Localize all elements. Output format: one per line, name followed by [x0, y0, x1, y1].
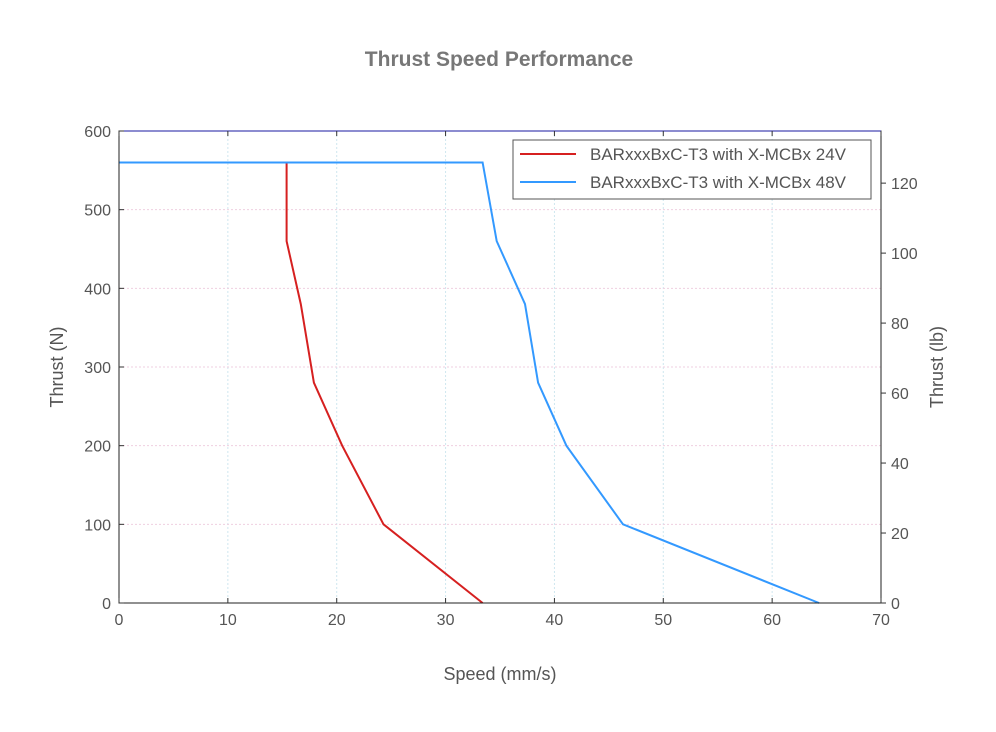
y2-tick-label: 20	[891, 526, 909, 543]
legend: BARxxxBxC-T3 with X-MCBx 24V BARxxxBxC-T…	[512, 139, 872, 200]
y-tick-label: 100	[84, 517, 111, 534]
x-tick-label: 10	[219, 612, 237, 629]
y2-tick-label: 0	[891, 596, 900, 613]
chart-title: Thrust Speed Performance	[365, 48, 633, 71]
y-tick-label: 400	[84, 281, 111, 298]
y-tick-label: 0	[102, 596, 111, 613]
y2-tick-label: 120	[891, 176, 918, 193]
y-tick-label: 500	[84, 203, 111, 220]
legend-label-48v: BARxxxBxC-T3 with X-MCBx 48V	[590, 173, 847, 192]
y2-tick-label: 80	[891, 316, 909, 333]
ticks: 0 10 20 30 40 50 60 700100200300400500600020406…	[84, 124, 918, 629]
legend-label-24v: BARxxxBxC-T3 with X-MCBx 24V	[590, 145, 847, 164]
y-tick-label: 300	[84, 360, 111, 377]
x-tick-label: 20	[328, 612, 346, 629]
x-tick-label: 40	[546, 612, 564, 629]
y2-tick-label: 40	[891, 456, 909, 473]
x-tick-label: 50	[654, 612, 672, 629]
y-tick-label: 200	[84, 439, 111, 456]
grid	[119, 131, 881, 603]
series-line-1	[119, 161, 820, 604]
series-line-0	[119, 161, 484, 604]
y2-tick-label: 60	[891, 386, 909, 403]
x-tick-label: 0	[115, 612, 124, 629]
y-axis-label: Thrust (N)	[47, 327, 67, 408]
y-tick-label: 600	[84, 124, 111, 141]
x-tick-label: 30	[437, 612, 455, 629]
x-axis-label: Speed (mm/s)	[443, 664, 556, 684]
legend-box	[512, 139, 872, 200]
x-tick-label: 60	[763, 612, 781, 629]
y2-tick-label: 100	[891, 246, 918, 263]
x-tick-label: 70	[872, 612, 890, 629]
y2-axis-label: Thrust (lb)	[927, 326, 947, 408]
series-lines	[119, 161, 820, 604]
